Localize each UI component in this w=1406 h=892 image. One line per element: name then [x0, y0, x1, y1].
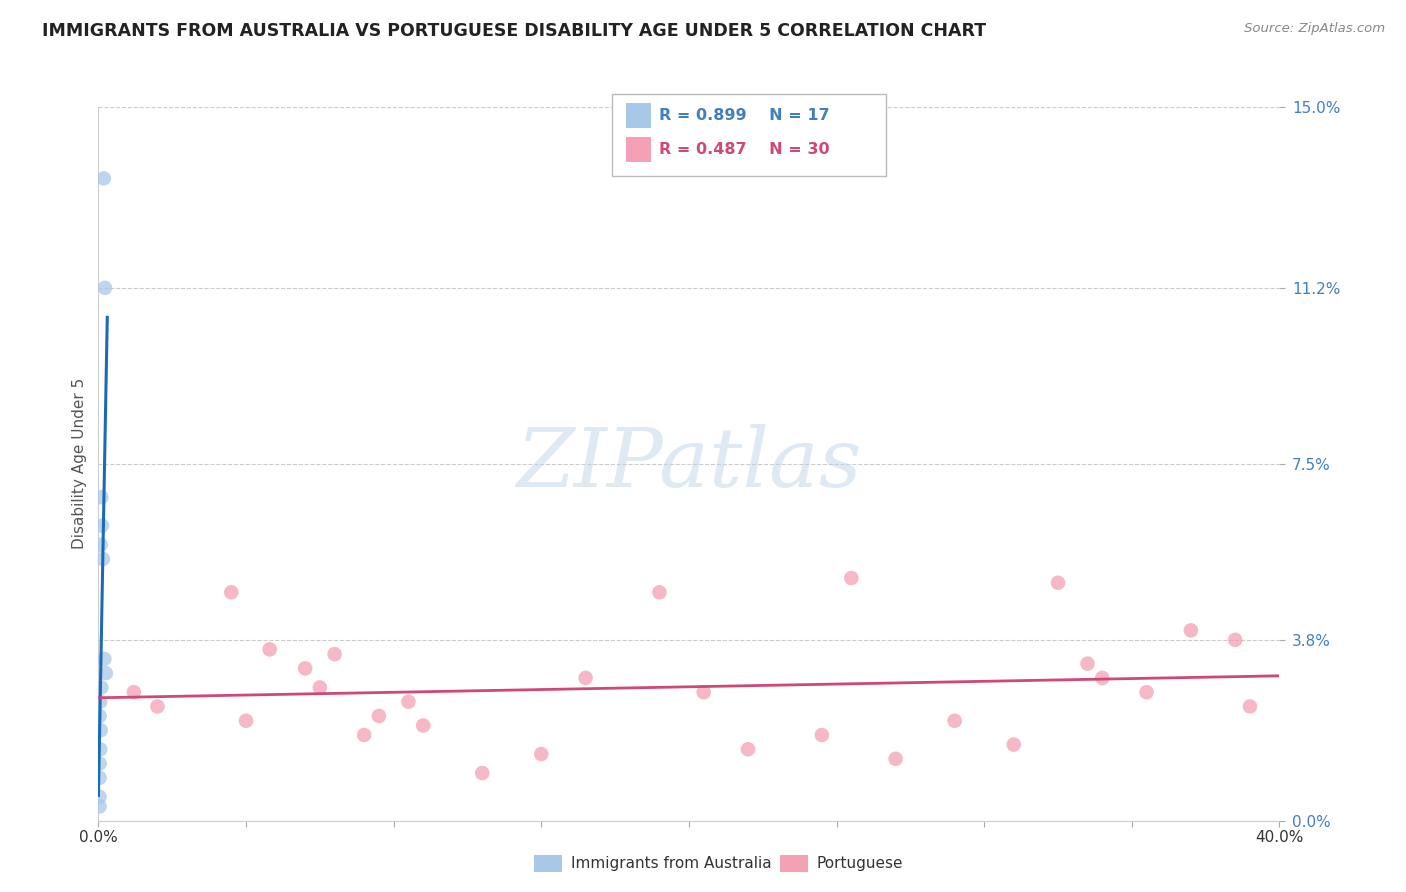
Point	[810, 728, 832, 742]
Point	[1239, 699, 1261, 714]
Point	[259, 642, 281, 657]
Point	[94, 281, 117, 295]
Point	[93, 652, 115, 666]
Point	[693, 685, 716, 699]
Point	[294, 661, 316, 675]
Point	[323, 647, 346, 661]
Y-axis label: Disability Age Under 5: Disability Age Under 5	[72, 378, 87, 549]
Point	[530, 747, 553, 761]
Point	[1091, 671, 1114, 685]
Text: Immigrants from Australia: Immigrants from Australia	[571, 856, 772, 871]
Point	[471, 766, 494, 780]
Point	[89, 771, 111, 785]
Text: R = 0.899    N = 17: R = 0.899 N = 17	[659, 109, 830, 123]
Point	[1002, 738, 1025, 752]
Point	[89, 756, 111, 771]
Text: Portuguese: Portuguese	[817, 856, 904, 871]
Point	[219, 585, 243, 599]
Point	[146, 699, 169, 714]
Point	[122, 685, 145, 699]
Point	[309, 681, 332, 695]
Point	[89, 695, 111, 709]
Point	[91, 518, 114, 533]
Text: R = 0.487    N = 30: R = 0.487 N = 30	[659, 143, 830, 157]
Point	[91, 552, 114, 566]
Point	[884, 752, 907, 766]
Point	[235, 714, 257, 728]
Point	[368, 709, 391, 723]
Text: Source: ZipAtlas.com: Source: ZipAtlas.com	[1244, 22, 1385, 36]
Point	[90, 490, 112, 504]
Text: IMMIGRANTS FROM AUSTRALIA VS PORTUGUESE DISABILITY AGE UNDER 5 CORRELATION CHART: IMMIGRANTS FROM AUSTRALIA VS PORTUGUESE …	[42, 22, 986, 40]
Point	[93, 171, 115, 186]
Point	[89, 709, 111, 723]
Point	[943, 714, 966, 728]
Point	[1077, 657, 1099, 671]
Point	[353, 728, 375, 742]
Point	[89, 789, 111, 804]
Point	[839, 571, 862, 585]
Point	[1135, 685, 1157, 699]
Point	[90, 723, 112, 738]
Point	[412, 718, 434, 732]
Point	[1046, 575, 1069, 590]
Point	[89, 742, 111, 756]
Point	[574, 671, 596, 685]
Text: ZIPatlas: ZIPatlas	[516, 424, 862, 504]
Point	[90, 681, 112, 695]
Point	[1180, 624, 1202, 638]
Point	[648, 585, 671, 599]
Point	[90, 538, 112, 552]
Point	[1223, 632, 1246, 647]
Point	[94, 666, 117, 681]
Point	[737, 742, 759, 756]
Point	[396, 695, 419, 709]
Point	[89, 799, 111, 814]
